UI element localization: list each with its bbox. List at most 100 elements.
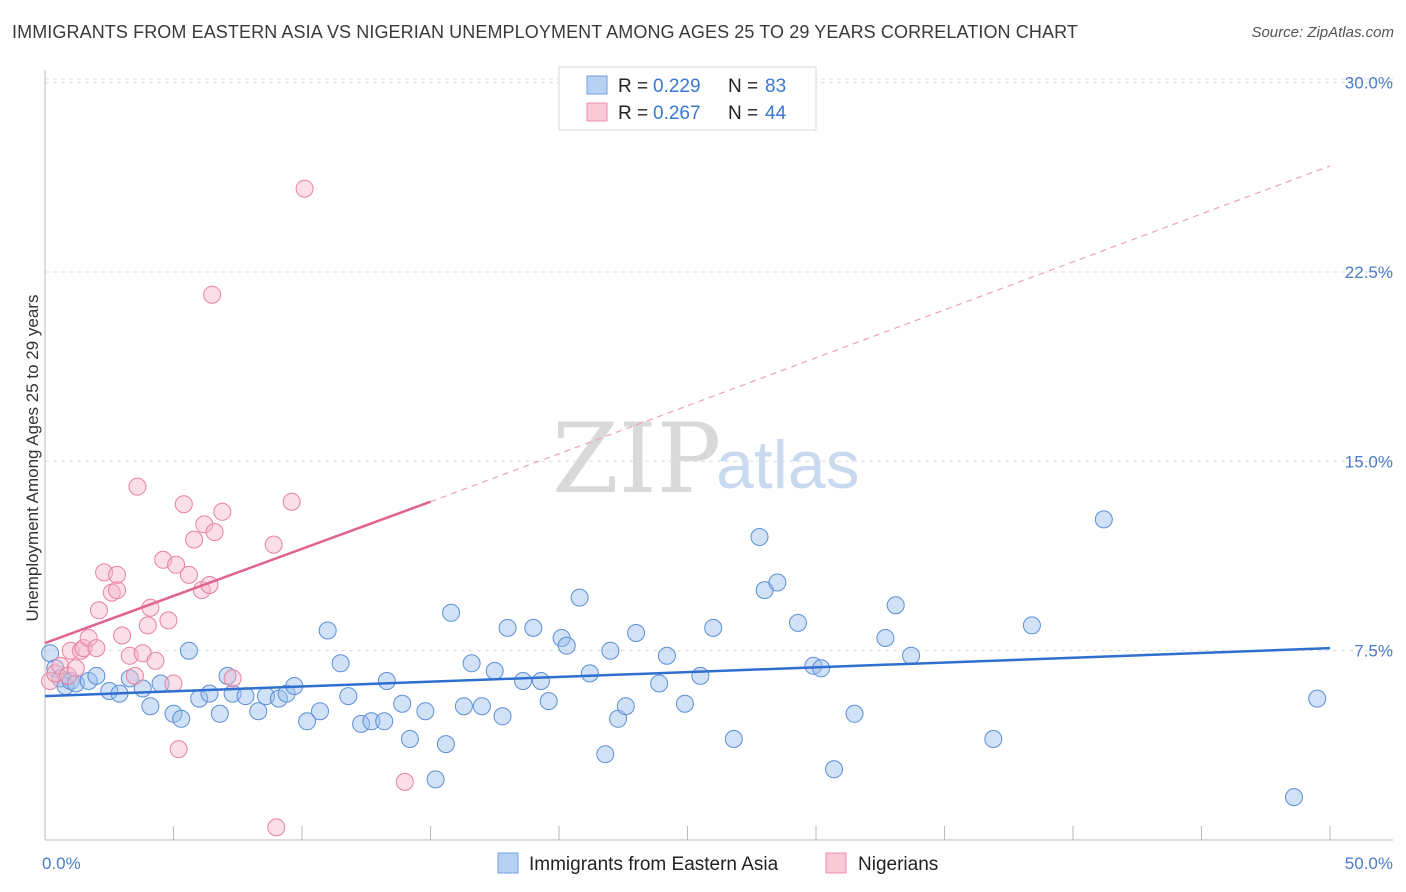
eastern-asia-point-23	[249, 702, 268, 721]
x-tick-label-0: 0.0%	[42, 854, 81, 873]
eastern-asia-point-37	[393, 694, 412, 713]
eastern-asia-point-35	[375, 712, 394, 731]
nigerians-point-14	[108, 565, 126, 584]
eastern-asia-point-63	[657, 646, 676, 665]
eastern-asia-point-30	[318, 621, 337, 640]
legend-n-value-1: 83	[765, 76, 786, 97]
eastern-asia-point-20	[218, 666, 237, 685]
eastern-asia-point-43	[454, 697, 473, 716]
eastern-asia-point-61	[627, 624, 646, 642]
eastern-asia-point-50	[524, 618, 543, 637]
eastern-asia-point-82	[1285, 788, 1303, 807]
eastern-asia-point-83	[1308, 689, 1327, 708]
nigerians-point-10	[90, 601, 108, 620]
eastern-asia-point-74	[825, 760, 843, 779]
gridlines	[45, 78, 1393, 652]
eastern-asia-point-51	[532, 672, 550, 690]
watermark-zip: ZIP	[552, 403, 721, 515]
legend-n-value-2: 44	[765, 103, 787, 124]
eastern-asia-point-67	[724, 730, 743, 748]
eastern-asia-point-28	[298, 712, 317, 731]
nigerians-point-37	[223, 669, 242, 688]
eastern-asia-point-75	[845, 704, 864, 723]
eastern-asia-point-52	[539, 692, 558, 711]
nigerians-point-24	[159, 611, 178, 630]
eastern-asia-point-70	[768, 573, 787, 592]
y-tick-label-3: 30.0%	[1345, 74, 1393, 93]
eastern-asia-point-54	[557, 636, 576, 655]
nigerians-point-27	[169, 740, 188, 759]
eastern-asia-point-47	[493, 707, 512, 726]
legend-r-label-1: R =	[618, 76, 648, 97]
eastern-asia-point-64	[675, 694, 694, 713]
eastern-asia-point-56	[580, 664, 599, 683]
x-tick-labels: 0.0% 50.0%	[42, 854, 1393, 873]
eastern-asia-point-60	[616, 697, 635, 716]
eastern-asia-point-38	[400, 730, 419, 748]
eastern-asia-point-58	[601, 641, 620, 660]
y-tick-label-2: 22.5%	[1345, 263, 1393, 282]
eastern-asia-point-22	[236, 687, 255, 706]
eastern-asia-point-77	[886, 596, 905, 615]
eastern-asia-point-16	[179, 641, 198, 660]
series-nigerians-points	[41, 179, 414, 837]
legend-top: R = 0.229 N = 83 R = 0.267 N = 44	[558, 66, 817, 131]
eastern-asia-point-39	[416, 702, 435, 721]
legend-bottom-label-eastern-asia: Immigrants from Eastern Asia	[529, 854, 779, 875]
nigerians-point-5	[66, 659, 85, 678]
nigerians-point-18	[128, 477, 147, 496]
y-tick-label-0: 7.5%	[1354, 642, 1393, 661]
nigerians-point-17	[125, 666, 144, 685]
nigerians-point-41	[295, 179, 314, 198]
eastern-asia-point-29	[311, 702, 329, 721]
eastern-asia-point-48	[498, 618, 517, 637]
legend-n-label-2: N =	[728, 103, 758, 124]
eastern-asia-point-36	[377, 672, 396, 690]
nigerians-point-22	[146, 651, 165, 670]
legend-r-value-1: 0.229	[653, 76, 701, 97]
eastern-asia-point-65	[691, 666, 710, 685]
eastern-asia-point-41	[436, 735, 455, 754]
nigerians-point-20	[138, 616, 157, 635]
eastern-asia-point-26	[277, 684, 296, 703]
trend-line-nigerians-extension	[430, 165, 1331, 503]
legend-bottom-swatch-blue	[497, 852, 519, 874]
eastern-asia-point-19	[210, 704, 229, 723]
eastern-asia-point-81	[1094, 510, 1113, 529]
eastern-asia-point-55	[570, 588, 589, 607]
eastern-asia-point-49	[514, 672, 532, 690]
nigerians-point-2	[51, 656, 70, 675]
eastern-asia-point-32	[339, 687, 358, 706]
nigerians-point-36	[213, 502, 232, 521]
eastern-asia-point-45	[472, 697, 491, 716]
trend-line-nigerians	[44, 500, 431, 645]
nigerians-point-7	[74, 639, 93, 658]
eastern-asia-point-78	[902, 646, 921, 665]
legend-r-value-2: 0.267	[653, 103, 701, 124]
eastern-asia-point-40	[426, 770, 445, 789]
nigerians-point-13	[108, 581, 126, 600]
nigerians-point-29	[179, 565, 198, 584]
legend-bottom: Immigrants from Eastern Asia Nigerians	[497, 852, 938, 875]
eastern-asia-point-66	[704, 618, 723, 637]
legend-swatch-pink	[586, 102, 608, 122]
eastern-asia-point-8	[100, 682, 119, 700]
nigerians-point-26	[167, 555, 186, 574]
nigerians-point-12	[102, 583, 121, 602]
legend-r-label-2: R =	[618, 103, 648, 124]
nigerians-point-34	[203, 285, 222, 304]
eastern-asia-point-18	[200, 684, 219, 703]
nigerians-point-30	[185, 530, 204, 549]
nigerians-point-15	[113, 626, 132, 645]
source-label: Source: ZipAtlas.com	[1251, 24, 1394, 41]
eastern-asia-point-79	[984, 730, 1003, 748]
eastern-asia-point-68	[750, 528, 769, 546]
legend-bottom-swatch-pink	[825, 852, 847, 874]
eastern-asia-point-12	[141, 697, 160, 716]
nigerians-point-40	[282, 492, 301, 511]
nigerians-point-38	[264, 535, 283, 554]
legend-n-label-1: N =	[728, 76, 758, 97]
eastern-asia-point-46	[485, 661, 504, 680]
eastern-asia-point-33	[352, 714, 371, 733]
